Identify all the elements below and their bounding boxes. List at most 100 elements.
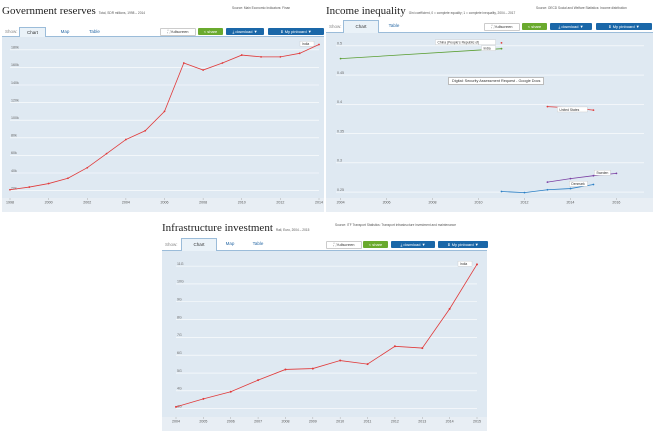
share-button[interactable]: < share xyxy=(522,23,547,30)
x-axis-band xyxy=(2,198,324,212)
x-tick-label: 2004 xyxy=(337,201,345,205)
x-tick-label: 2012 xyxy=(520,201,528,205)
x-tick-label: 2013 xyxy=(418,420,426,424)
download-icon: ⤓ xyxy=(232,29,235,34)
tab-map[interactable]: Map xyxy=(60,29,70,34)
data-point xyxy=(339,359,342,362)
data-point xyxy=(28,186,31,188)
tab-table[interactable]: Table xyxy=(89,29,100,34)
data-point xyxy=(500,190,503,193)
data-point xyxy=(163,110,166,113)
chart-title: Government reserves xyxy=(2,5,96,17)
data-point xyxy=(393,345,396,348)
data-point xyxy=(476,263,478,266)
fullscreen-button[interactable]: ⛶ fullscreen xyxy=(326,241,362,249)
series-label: India xyxy=(483,46,490,50)
series-label: India xyxy=(460,262,467,266)
panel-title: Income inequality Gini coefficient, 0 = c… xyxy=(326,1,515,19)
x-axis-band xyxy=(326,198,653,212)
series-label: United States xyxy=(559,108,579,112)
show-label: Show: xyxy=(5,29,18,34)
fullscreen-button[interactable]: ⛶ fullscreen xyxy=(484,23,520,31)
government-reserves-panel: Government reserves Total, SDR millions, … xyxy=(0,0,326,212)
tab-chart[interactable]: Chart xyxy=(181,238,217,251)
pinboard-button[interactable]: ⬇ My pinboard ▼ xyxy=(438,241,488,248)
y-tick-label: 5G xyxy=(177,369,182,373)
x-tick-label: 2014 xyxy=(446,420,454,424)
data-point xyxy=(500,47,503,50)
chart-subtitle: Rail, Euro, 2004 – 2015 xyxy=(275,228,310,232)
series-line xyxy=(175,264,478,408)
x-tick-label: 2008 xyxy=(199,201,207,205)
data-point xyxy=(86,166,89,169)
chart-subtitle: Gini coefficient, 0 = complete equality;… xyxy=(408,11,516,15)
tab-table[interactable]: Table xyxy=(388,23,400,28)
share-button[interactable]: < share xyxy=(363,241,388,248)
y-tick-label: 6G xyxy=(177,351,182,355)
pinboard-button[interactable]: ⬇ My pinboard ▼ xyxy=(268,28,324,35)
data-point xyxy=(523,191,526,194)
series-label-box xyxy=(299,41,315,47)
y-tick-label: 100k xyxy=(11,116,19,120)
y-tick-label: 7G xyxy=(177,333,182,337)
data-point xyxy=(175,405,177,408)
data-point xyxy=(202,69,205,71)
series-label-box xyxy=(594,169,611,176)
data-point xyxy=(546,188,549,191)
data-point xyxy=(229,390,232,393)
data-point xyxy=(448,307,451,310)
data-point xyxy=(260,55,262,58)
data-point xyxy=(144,129,147,132)
share-button[interactable]: < share xyxy=(198,28,223,35)
data-point xyxy=(592,174,595,177)
y-tick-label: 0.5 xyxy=(337,42,342,46)
x-tick-label: 2006 xyxy=(161,201,169,205)
chart-source: Source: ITF Transport Statistics: Transp… xyxy=(335,223,456,227)
download-icon: ⤓ xyxy=(558,24,561,29)
fullscreen-icon: ⛶ xyxy=(333,242,337,247)
download-button[interactable]: ⤓ download ▼ xyxy=(226,28,264,35)
x-tick-label: 2010 xyxy=(336,420,344,424)
data-point xyxy=(366,363,369,366)
x-tick-label: 2002 xyxy=(83,201,91,205)
tab-chart[interactable]: Chart xyxy=(19,27,46,37)
data-point xyxy=(546,105,549,108)
y-tick-label: 3G xyxy=(177,404,182,408)
y-tick-label: 20k xyxy=(11,186,17,190)
x-tick-label: 2004 xyxy=(122,201,130,205)
data-point xyxy=(569,187,572,190)
fullscreen-icon: ⛶ xyxy=(167,29,171,34)
series-label-box xyxy=(481,45,496,51)
data-point xyxy=(105,152,108,155)
series-label-box xyxy=(557,106,588,113)
data-point xyxy=(318,43,320,46)
data-point xyxy=(615,172,618,175)
x-tick-label: 2007 xyxy=(254,420,262,424)
y-tick-label: 0.3 xyxy=(337,159,342,163)
y-tick-label: 80k xyxy=(11,134,17,138)
series-line xyxy=(340,48,502,60)
x-tick-label: 1998 xyxy=(6,201,14,205)
data-point xyxy=(240,54,243,56)
download-button[interactable]: ⤓ download ▼ xyxy=(550,23,592,30)
tab-chart[interactable]: Chart xyxy=(343,20,379,33)
x-tick-label: 2006 xyxy=(383,201,391,205)
fullscreen-button[interactable]: ⛶ fullscreen xyxy=(160,28,196,36)
government-reserves-chart: 20k 40k 60k 80k 100k 120k 140k 160k 180k 1998 2000… xyxy=(2,37,324,212)
data-point xyxy=(592,109,595,112)
data-point xyxy=(311,367,314,370)
pinboard-button[interactable]: ⬇ My pinboard ▼ xyxy=(596,23,652,30)
download-button[interactable]: ⤓ download ▼ xyxy=(391,241,435,248)
y-tick-label: 120k xyxy=(11,98,19,102)
x-tick-label: 2012 xyxy=(391,420,399,424)
tab-table[interactable]: Table xyxy=(252,241,264,246)
hover-tooltip: Digital: Security Assessment Request - G… xyxy=(448,77,545,85)
data-point xyxy=(182,62,185,64)
y-tick-label: 0.4 xyxy=(337,100,342,104)
x-tick-label: 2004 xyxy=(172,420,180,424)
tab-map[interactable]: Map xyxy=(225,241,235,246)
x-tick-label: 2008 xyxy=(281,420,289,424)
data-point xyxy=(298,52,301,55)
chart-title: Income inequality xyxy=(326,5,406,17)
pin-icon: ⬇ xyxy=(447,242,451,247)
